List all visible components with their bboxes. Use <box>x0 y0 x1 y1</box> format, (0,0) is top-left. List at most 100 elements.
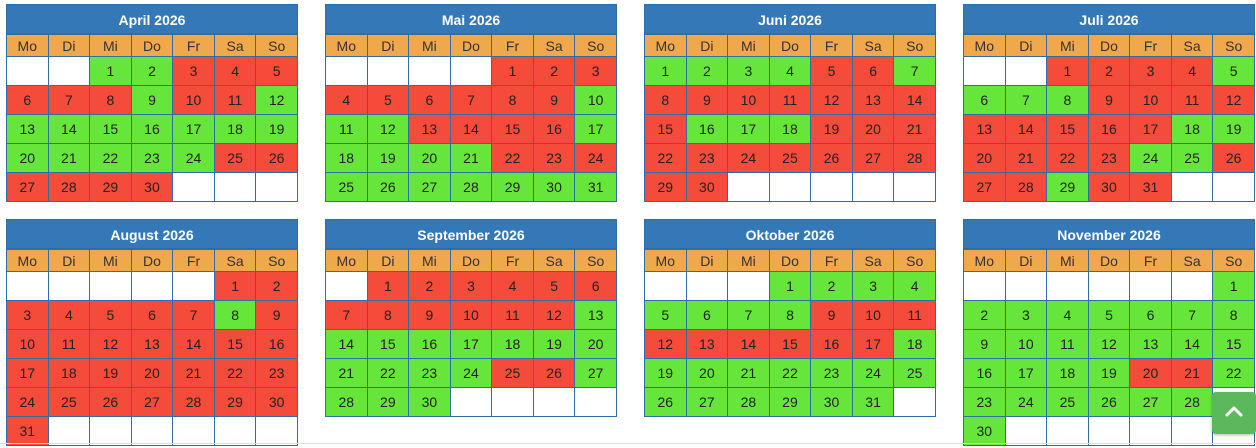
day-cell-free[interactable]: 18 <box>893 329 936 359</box>
day-cell-booked[interactable]: 3 <box>6 300 49 330</box>
day-cell-booked[interactable]: 20 <box>130 358 174 388</box>
day-cell-free[interactable]: 12 <box>255 85 298 115</box>
day-cell-booked[interactable]: 19 <box>89 358 132 388</box>
day-cell-booked[interactable]: 28 <box>893 143 936 173</box>
day-cell-free[interactable]: 11 <box>325 114 368 144</box>
day-cell-booked[interactable]: 23 <box>685 143 729 173</box>
day-cell-booked[interactable]: 7 <box>325 300 368 330</box>
day-cell-booked[interactable]: 2 <box>532 56 576 86</box>
day-cell-booked[interactable]: 17 <box>6 358 49 388</box>
day-cell-free[interactable]: 4 <box>893 271 936 301</box>
day-cell-booked[interactable]: 11 <box>491 300 534 330</box>
day-cell-free[interactable]: 17 <box>172 114 215 144</box>
day-cell-booked[interactable]: 9 <box>685 85 729 115</box>
day-cell-booked[interactable]: 26 <box>532 358 576 388</box>
day-cell-free[interactable]: 30 <box>408 387 451 417</box>
day-cell-booked[interactable]: 24 <box>727 143 770 173</box>
day-cell-free[interactable]: 1 <box>644 56 687 86</box>
day-cell-free[interactable]: 21 <box>47 143 91 173</box>
day-cell-free[interactable]: 7 <box>893 56 936 86</box>
day-cell-booked[interactable]: 8 <box>491 85 534 115</box>
day-cell-free[interactable]: 18 <box>1046 358 1089 388</box>
day-cell-booked[interactable]: 25 <box>213 143 257 173</box>
day-cell-booked[interactable]: 15 <box>213 329 257 359</box>
day-cell-free[interactable]: 20 <box>574 329 617 359</box>
day-cell-booked[interactable]: 7 <box>172 300 215 330</box>
day-cell-booked[interactable]: 27 <box>6 172 49 202</box>
day-cell-free[interactable]: 19 <box>1087 358 1131 388</box>
day-cell-free[interactable]: 18 <box>325 143 368 173</box>
day-cell-booked[interactable]: 13 <box>685 329 729 359</box>
day-cell-booked[interactable]: 5 <box>810 56 853 86</box>
day-cell-free[interactable]: 2 <box>810 271 853 301</box>
day-cell-free[interactable]: 19 <box>1212 114 1255 144</box>
day-cell-free[interactable]: 9 <box>130 85 174 115</box>
day-cell-free[interactable]: 16 <box>408 329 451 359</box>
day-cell-free[interactable]: 20 <box>408 143 451 173</box>
day-cell-free[interactable]: 26 <box>366 172 410 202</box>
day-cell-free[interactable]: 30 <box>532 172 576 202</box>
day-cell-booked[interactable]: 12 <box>89 329 132 359</box>
day-cell-booked[interactable]: 7 <box>47 85 91 115</box>
day-cell-free[interactable]: 13 <box>6 114 49 144</box>
day-cell-booked[interactable]: 29 <box>644 172 687 202</box>
day-cell-booked[interactable]: 26 <box>89 387 132 417</box>
day-cell-free[interactable]: 27 <box>574 358 617 388</box>
day-cell-booked[interactable]: 6 <box>408 85 451 115</box>
day-cell-free[interactable]: 24 <box>851 358 895 388</box>
day-cell-free[interactable]: 24 <box>1129 143 1172 173</box>
day-cell-booked[interactable]: 9 <box>1087 85 1131 115</box>
day-cell-booked[interactable]: 4 <box>47 300 91 330</box>
day-cell-free[interactable]: 3 <box>1004 300 1048 330</box>
day-cell-booked[interactable]: 23 <box>255 358 298 388</box>
day-cell-booked[interactable]: 22 <box>213 358 257 388</box>
day-cell-booked[interactable]: 28 <box>1004 172 1048 202</box>
day-cell-booked[interactable]: 30 <box>255 387 298 417</box>
day-cell-free[interactable]: 22 <box>89 143 132 173</box>
day-cell-free[interactable]: 17 <box>1004 358 1048 388</box>
day-cell-booked[interactable]: 5 <box>255 56 298 86</box>
day-cell-booked[interactable]: 22 <box>1046 143 1089 173</box>
day-cell-free[interactable]: 25 <box>1170 143 1214 173</box>
day-cell-free[interactable]: 14 <box>1170 329 1214 359</box>
day-cell-free[interactable]: 30 <box>963 416 1006 446</box>
day-cell-booked[interactable]: 20 <box>851 114 895 144</box>
day-cell-booked[interactable]: 9 <box>255 300 298 330</box>
day-cell-booked[interactable]: 13 <box>408 114 451 144</box>
day-cell-free[interactable]: 14 <box>47 114 91 144</box>
day-cell-free[interactable]: 25 <box>893 358 936 388</box>
day-cell-booked[interactable]: 19 <box>810 114 853 144</box>
day-cell-booked[interactable]: 13 <box>130 329 174 359</box>
day-cell-free[interactable]: 22 <box>768 358 812 388</box>
day-cell-booked[interactable]: 5 <box>89 300 132 330</box>
day-cell-free[interactable]: 5 <box>1087 300 1131 330</box>
day-cell-booked[interactable]: 21 <box>172 358 215 388</box>
day-cell-booked[interactable]: 10 <box>1129 85 1172 115</box>
day-cell-free[interactable]: 4 <box>1046 300 1089 330</box>
day-cell-free[interactable]: 28 <box>727 387 770 417</box>
day-cell-free[interactable]: 2 <box>685 56 729 86</box>
day-cell-free[interactable]: 31 <box>851 387 895 417</box>
day-cell-free[interactable]: 1 <box>768 271 812 301</box>
day-cell-free[interactable]: 27 <box>1129 387 1172 417</box>
day-cell-booked[interactable]: 11 <box>893 300 936 330</box>
day-cell-free[interactable]: 18 <box>213 114 257 144</box>
day-cell-booked[interactable]: 23 <box>532 143 576 173</box>
day-cell-booked[interactable]: 27 <box>851 143 895 173</box>
day-cell-free[interactable]: 29 <box>1046 172 1089 202</box>
day-cell-booked[interactable]: 14 <box>727 329 770 359</box>
day-cell-free[interactable]: 15 <box>366 329 410 359</box>
day-cell-booked[interactable]: 15 <box>491 114 534 144</box>
day-cell-free[interactable]: 13 <box>574 300 617 330</box>
day-cell-free[interactable]: 22 <box>366 358 410 388</box>
day-cell-free[interactable]: 16 <box>130 114 174 144</box>
day-cell-free[interactable]: 22 <box>1212 358 1255 388</box>
day-cell-free[interactable]: 11 <box>1046 329 1089 359</box>
day-cell-free[interactable]: 17 <box>574 114 617 144</box>
day-cell-booked[interactable]: 13 <box>851 85 895 115</box>
scroll-to-top-button[interactable] <box>1212 392 1256 434</box>
day-cell-booked[interactable]: 14 <box>893 85 936 115</box>
day-cell-free[interactable]: 23 <box>408 358 451 388</box>
day-cell-booked[interactable]: 3 <box>449 271 493 301</box>
day-cell-free[interactable]: 9 <box>963 329 1006 359</box>
